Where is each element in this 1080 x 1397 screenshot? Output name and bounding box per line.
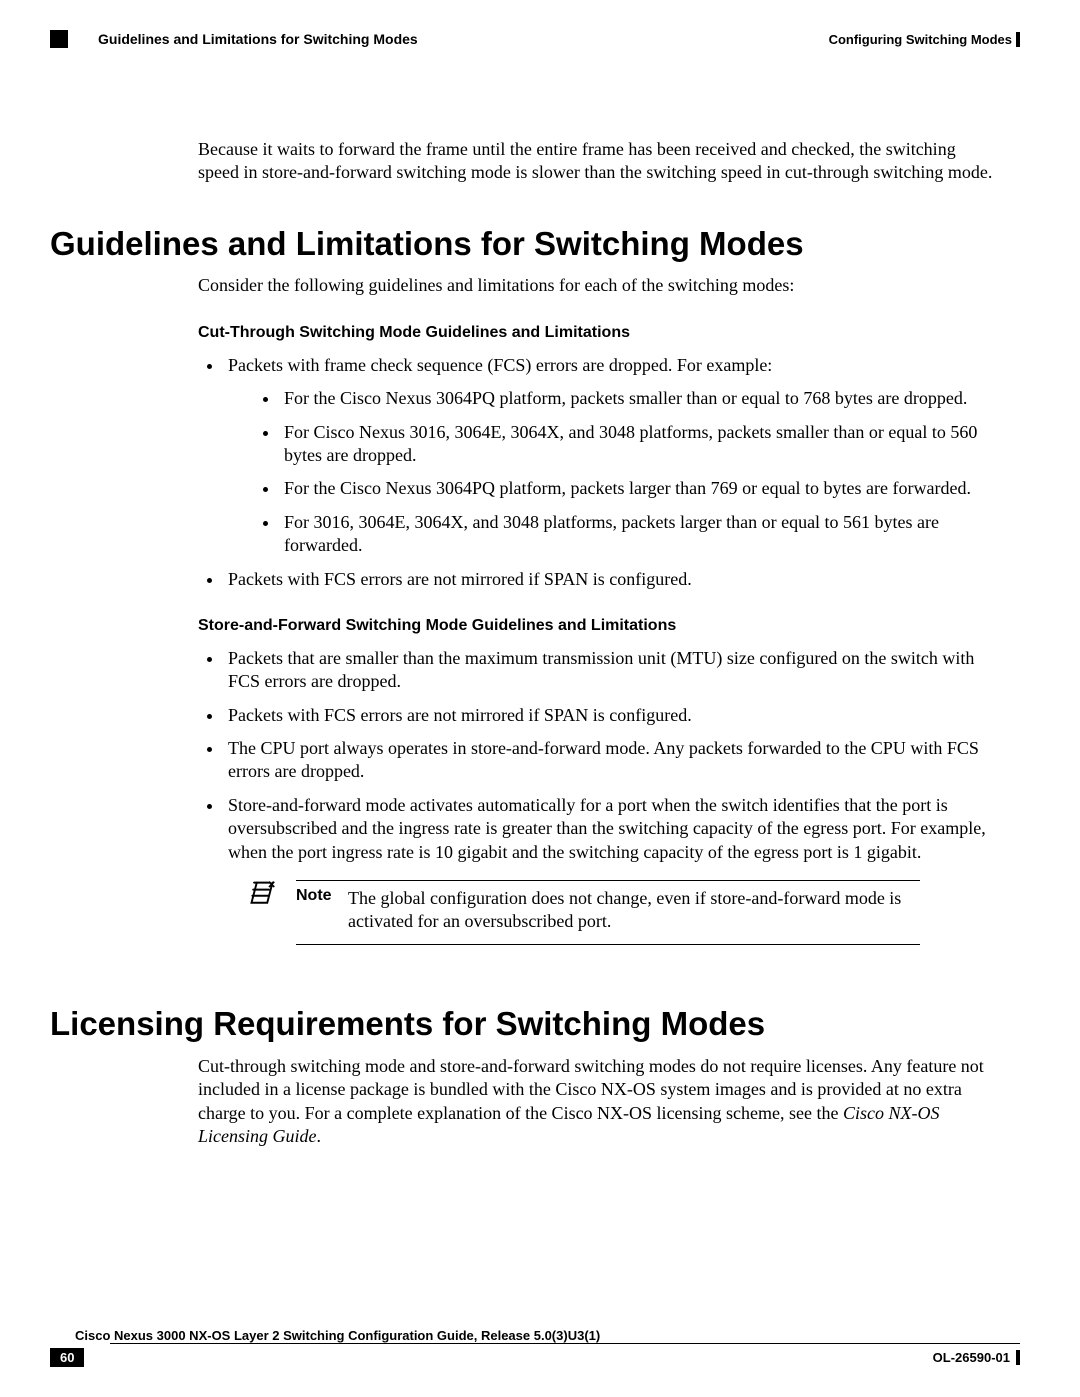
note-rule-top [296, 880, 920, 881]
licensing-paragraph: Cut-through switching mode and store-and… [198, 1055, 1000, 1149]
page-footer: Cisco Nexus 3000 NX-OS Layer 2 Switching… [50, 1328, 1020, 1367]
list-item: Packets that are smaller than the maximu… [224, 647, 1000, 694]
guidelines-intro: Consider the following guidelines and li… [198, 275, 1020, 296]
subheading-cut-through: Cut-Through Switching Mode Guidelines an… [198, 324, 1020, 342]
header-square-icon [50, 30, 68, 48]
header-left: Guidelines and Limitations for Switching… [50, 30, 418, 48]
licensing-text-2: . [317, 1126, 322, 1146]
footer-rule [110, 1343, 1020, 1344]
list-item: For the Cisco Nexus 3064PQ platform, pac… [280, 477, 1000, 500]
list-item: For the Cisco Nexus 3064PQ platform, pac… [280, 387, 1000, 410]
list-item: Store-and-forward mode activates automat… [224, 794, 1000, 864]
intro-paragraph: Because it waits to forward the frame un… [198, 138, 1000, 185]
page-container: Guidelines and Limitations for Switching… [0, 0, 1080, 1397]
note-label: Note [296, 887, 348, 934]
note-rule-bottom [296, 944, 920, 945]
cut-through-list: Packets with frame check sequence (FCS) … [224, 354, 1000, 591]
list-item: For Cisco Nexus 3016, 3064E, 3064X, and … [280, 421, 1000, 468]
page-number: 60 [50, 1348, 84, 1367]
cut-through-sublist: For the Cisco Nexus 3064PQ platform, pac… [280, 387, 1000, 557]
note-icon [248, 880, 276, 908]
header-chapter-title: Configuring Switching Modes [829, 32, 1020, 47]
list-item: Packets with FCS errors are not mirrored… [224, 704, 1000, 727]
top-header: Guidelines and Limitations for Switching… [50, 30, 1020, 48]
footer-doc-id: OL-26590-01 [933, 1350, 1020, 1365]
store-forward-list: Packets that are smaller than the maximu… [224, 647, 1000, 864]
subheading-store-forward: Store-and-Forward Switching Mode Guideli… [198, 617, 1020, 635]
note-block: Note The global configuration does not c… [248, 880, 920, 945]
list-item-text: Packets with frame check sequence (FCS) … [228, 355, 772, 375]
list-item: The CPU port always operates in store-an… [224, 737, 1000, 784]
header-section-title: Guidelines and Limitations for Switching… [98, 31, 418, 47]
footer-doc-title: Cisco Nexus 3000 NX-OS Layer 2 Switching… [75, 1328, 1020, 1343]
heading-guidelines: Guidelines and Limitations for Switching… [50, 225, 1020, 263]
note-text: The global configuration does not change… [348, 887, 920, 934]
footer-left: 60 [50, 1348, 104, 1367]
content-area: Because it waits to forward the frame un… [50, 138, 1020, 1148]
heading-licensing: Licensing Requirements for Switching Mod… [50, 1005, 1020, 1043]
list-item: For 3016, 3064E, 3064X, and 3048 platfor… [280, 511, 1000, 558]
list-item: Packets with frame check sequence (FCS) … [224, 354, 1000, 558]
list-item: Packets with FCS errors are not mirrored… [224, 568, 1000, 591]
